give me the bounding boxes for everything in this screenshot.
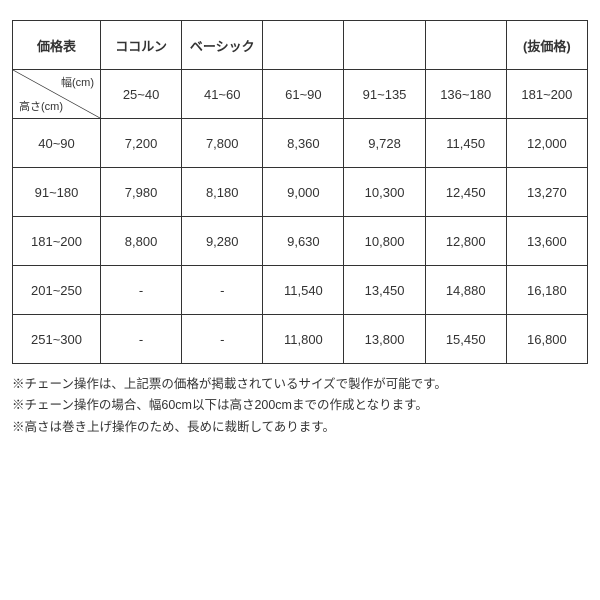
price-cell: 8,800 — [101, 217, 182, 266]
price-cell: 7,800 — [182, 119, 263, 168]
header-brand-1: ココルン — [101, 21, 182, 70]
price-cell: 15,450 — [425, 315, 506, 364]
axis-height-label: 高さ(cm) — [19, 98, 63, 114]
price-cell: 10,300 — [344, 168, 425, 217]
table-row: 181~200 8,800 9,280 9,630 10,800 12,800 … — [13, 217, 588, 266]
width-range-5: 136~180 — [425, 70, 506, 119]
price-cell: - — [101, 315, 182, 364]
table-row: 251~300 - - 11,800 13,800 15,450 16,800 — [13, 315, 588, 364]
price-cell: 16,180 — [506, 266, 587, 315]
table-row: 91~180 7,980 8,180 9,000 10,300 12,450 1… — [13, 168, 588, 217]
price-cell: 16,800 — [506, 315, 587, 364]
price-cell: 8,360 — [263, 119, 344, 168]
price-cell: 9,728 — [344, 119, 425, 168]
header-empty-3 — [425, 21, 506, 70]
price-table: 価格表 ココルン ベーシック (抜価格) 幅(cm) 高さ(cm) 25~40 … — [12, 20, 588, 364]
height-range: 251~300 — [13, 315, 101, 364]
header-empty-2 — [344, 21, 425, 70]
height-range: 201~250 — [13, 266, 101, 315]
width-range-4: 91~135 — [344, 70, 425, 119]
header-empty-1 — [263, 21, 344, 70]
price-cell: 9,280 — [182, 217, 263, 266]
note-line: ※チェーン操作は、上記票の価格が掲載されているサイズで製作が可能です。 — [12, 374, 588, 395]
price-cell: 13,270 — [506, 168, 587, 217]
header-brand-2: ベーシック — [182, 21, 263, 70]
price-cell: 8,180 — [182, 168, 263, 217]
price-cell: 13,800 — [344, 315, 425, 364]
price-cell: 7,200 — [101, 119, 182, 168]
header-row-2: 幅(cm) 高さ(cm) 25~40 41~60 61~90 91~135 13… — [13, 70, 588, 119]
note-line: ※チェーン操作の場合、幅60cm以下は高さ200cmまでの作成となります。 — [12, 395, 588, 416]
height-range: 40~90 — [13, 119, 101, 168]
width-range-2: 41~60 — [182, 70, 263, 119]
price-cell: 9,630 — [263, 217, 344, 266]
header-price-note: (抜価格) — [506, 21, 587, 70]
axis-width-label: 幅(cm) — [61, 74, 94, 90]
header-title: 価格表 — [13, 21, 101, 70]
height-range: 91~180 — [13, 168, 101, 217]
table-row: 201~250 - - 11,540 13,450 14,880 16,180 — [13, 266, 588, 315]
price-cell: 13,600 — [506, 217, 587, 266]
price-cell: 12,450 — [425, 168, 506, 217]
price-cell: 12,000 — [506, 119, 587, 168]
price-cell: 12,800 — [425, 217, 506, 266]
price-cell: 11,450 — [425, 119, 506, 168]
height-range: 181~200 — [13, 217, 101, 266]
price-cell: 9,000 — [263, 168, 344, 217]
header-row-1: 価格表 ココルン ベーシック (抜価格) — [13, 21, 588, 70]
price-cell: 10,800 — [344, 217, 425, 266]
note-line: ※高さは巻き上げ操作のため、長めに裁断してあります。 — [12, 417, 588, 438]
price-cell: 11,800 — [263, 315, 344, 364]
price-cell: - — [182, 266, 263, 315]
price-cell: 7,980 — [101, 168, 182, 217]
axis-diagonal-cell: 幅(cm) 高さ(cm) — [13, 70, 101, 119]
price-cell: - — [101, 266, 182, 315]
price-cell: 13,450 — [344, 266, 425, 315]
table-row: 40~90 7,200 7,800 8,360 9,728 11,450 12,… — [13, 119, 588, 168]
price-cell: 14,880 — [425, 266, 506, 315]
notes-block: ※チェーン操作は、上記票の価格が掲載されているサイズで製作が可能です。 ※チェー… — [12, 374, 588, 438]
width-range-3: 61~90 — [263, 70, 344, 119]
price-cell: 11,540 — [263, 266, 344, 315]
price-cell: - — [182, 315, 263, 364]
width-range-6: 181~200 — [506, 70, 587, 119]
width-range-1: 25~40 — [101, 70, 182, 119]
